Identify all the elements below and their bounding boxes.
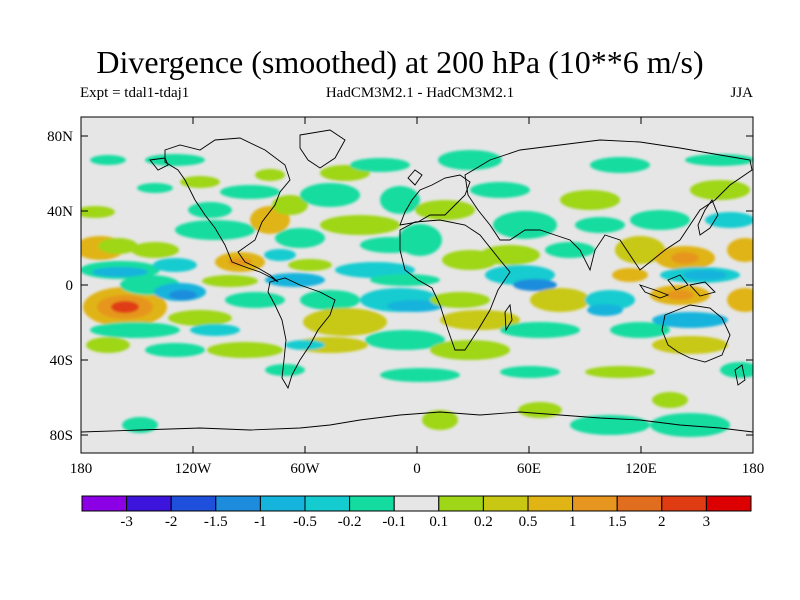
y-label-80s: 80S bbox=[50, 428, 73, 444]
y-label-equator: 0 bbox=[66, 278, 74, 294]
colorbar-box bbox=[527, 495, 574, 512]
colorbar-box bbox=[349, 495, 395, 512]
colorbar-box bbox=[482, 495, 529, 512]
axis-ticks bbox=[81, 117, 753, 453]
colorbar-label: -0.1 bbox=[382, 514, 406, 530]
x-label-60w: 60W bbox=[290, 461, 320, 477]
colorbar-box bbox=[259, 495, 306, 512]
x-label-120w: 120W bbox=[175, 461, 213, 477]
season-label: JJA bbox=[730, 85, 753, 101]
model-label: HadCM3M2.1 - HadCM3M2.1 bbox=[325, 85, 515, 101]
colorbar-label: 0.1 bbox=[429, 514, 448, 530]
plot-title: Divergence (smoothed) at 200 hPa (10**6 … bbox=[96, 44, 704, 80]
colorbar-label: -1 bbox=[254, 514, 267, 530]
colorbar-label: 1.5 bbox=[608, 514, 627, 530]
colorbar-box bbox=[393, 495, 440, 512]
colorbar-label: -1.5 bbox=[204, 514, 228, 530]
y-label-40n: 40N bbox=[47, 204, 73, 220]
colorbar-box bbox=[170, 495, 217, 512]
colorbar-box bbox=[705, 495, 752, 512]
y-axis-labels: 80N 40N 0 40S 80S bbox=[47, 129, 73, 444]
colorbar-box bbox=[215, 495, 261, 512]
x-label-60e: 60E bbox=[517, 461, 541, 477]
experiment-label: Expt = tdal1-tdaj1 bbox=[80, 85, 190, 101]
colorbar-box bbox=[661, 495, 707, 512]
x-label-180-right: 180 bbox=[742, 461, 765, 477]
colorbar-label: 1 bbox=[569, 514, 577, 530]
colorbar: -3 -2 -1.5 -1 -0.5 -0.2 -0.1 0.1 0.2 0.5 1 1.5 2 3 bbox=[81, 495, 752, 530]
colorbar-label: -2 bbox=[165, 514, 178, 530]
x-label-0: 0 bbox=[413, 461, 421, 477]
x-label-120e: 120E bbox=[625, 461, 657, 477]
colorbar-box bbox=[438, 495, 484, 512]
colorbar-box bbox=[304, 495, 351, 512]
divergence-field bbox=[81, 150, 753, 437]
y-label-40s: 40S bbox=[50, 353, 73, 369]
colorbar-label: -0.5 bbox=[293, 514, 317, 530]
colorbar-label: 3 bbox=[703, 514, 711, 530]
x-axis-labels: 180 120W 60W 0 60E 120E 180 bbox=[70, 461, 765, 477]
coastlines bbox=[81, 129, 753, 433]
x-label-180-left: 180 bbox=[70, 461, 93, 477]
colorbar-box bbox=[572, 495, 618, 512]
colorbar-label: 0.2 bbox=[474, 514, 493, 530]
colorbar-label: 2 bbox=[658, 514, 666, 530]
colorbar-label: -3 bbox=[120, 514, 133, 530]
colorbar-box bbox=[81, 495, 128, 512]
y-label-80n: 80N bbox=[47, 129, 73, 145]
colorbar-box bbox=[616, 495, 663, 512]
colorbar-label: 0.5 bbox=[519, 514, 538, 530]
colorbar-box bbox=[126, 495, 172, 512]
colorbar-label: -0.2 bbox=[338, 514, 362, 530]
